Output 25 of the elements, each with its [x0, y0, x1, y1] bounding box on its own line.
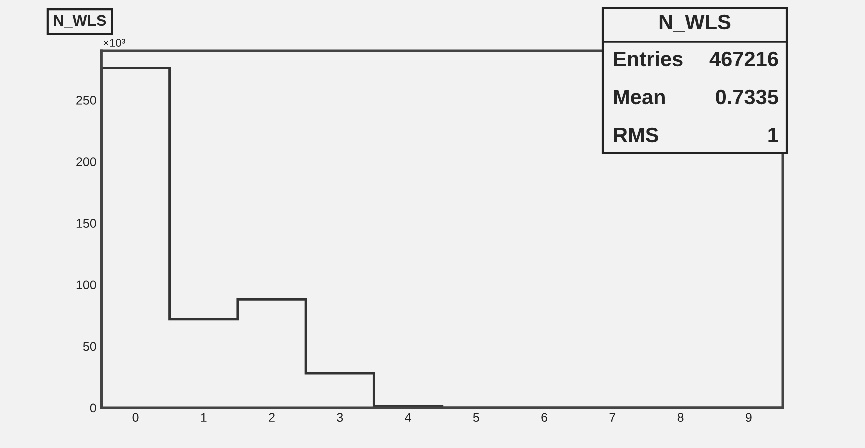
annotation: 1: [768, 128, 778, 142]
x-tick-label: 1: [201, 413, 207, 422]
annotation: RMS: [614, 128, 658, 143]
x-tick-label: 8: [678, 413, 684, 422]
y-tick-label: 250: [76, 96, 96, 105]
x-tick-label: 6: [542, 413, 548, 422]
x-tick-label: 3: [337, 413, 344, 422]
x-tick-label: 7: [610, 413, 616, 422]
x-tick-label: 2: [269, 413, 275, 422]
annotation: 467216: [710, 52, 778, 67]
y-tick-label: 150: [76, 219, 96, 228]
annotation: Mean: [614, 90, 665, 105]
y-tick-label: 0: [90, 404, 96, 413]
text: N_WLS: [660, 14, 731, 32]
chart-title: N_WLS: [54, 15, 106, 28]
annotation: Entries: [614, 51, 683, 67]
y-tick-label: 50: [83, 342, 96, 352]
x-tick-label: 5: [473, 413, 480, 422]
x-tick-label: 4: [405, 413, 412, 422]
y-tick-label: 100: [76, 280, 96, 290]
annotation: 0.7335: [716, 90, 778, 105]
text: ×10³: [104, 39, 126, 47]
x-tick-label: 9: [746, 413, 752, 422]
x-tick-label: 0: [132, 413, 139, 422]
y-tick-label: 200: [76, 158, 96, 166]
